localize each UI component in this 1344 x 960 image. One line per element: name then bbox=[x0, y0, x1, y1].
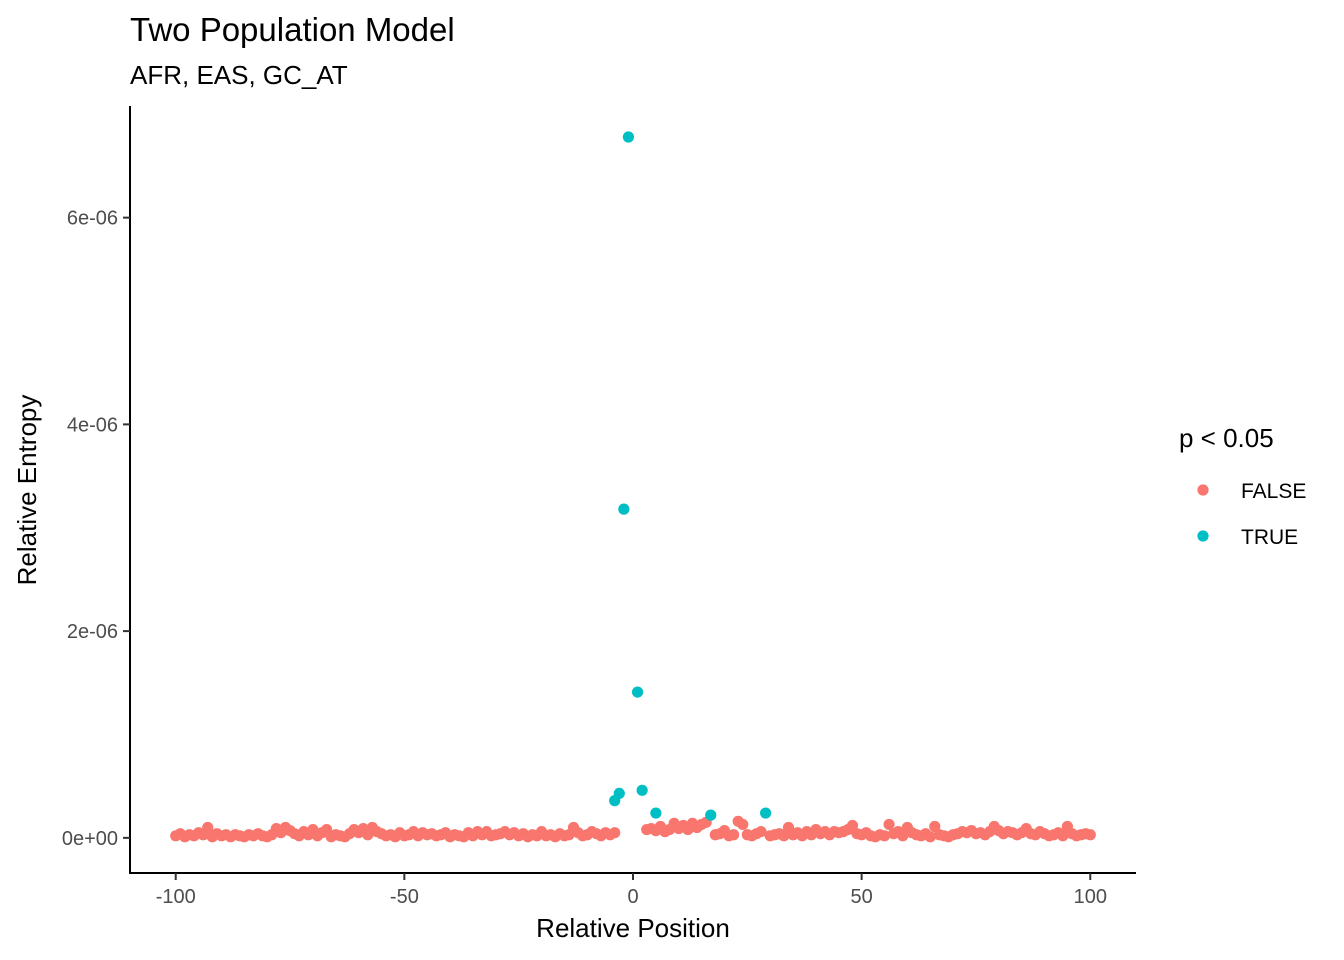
data-point-false-121 bbox=[755, 826, 767, 838]
data-point-true-3 bbox=[636, 784, 648, 796]
legend-title: p < 0.05 bbox=[1179, 423, 1274, 453]
legend: p < 0.05 FALSE TRUE bbox=[1179, 423, 1306, 549]
legend-key-true bbox=[1197, 530, 1209, 542]
data-point-false-158 bbox=[929, 820, 941, 833]
data-point-false-96 bbox=[609, 827, 621, 839]
x-tick-label: -100 bbox=[156, 886, 196, 908]
x-tick-label: 0 bbox=[627, 886, 638, 908]
y-tick-label: 0e+00 bbox=[62, 828, 118, 850]
y-axis-ticks: 0e+00 2e-06 4e-06 6e-06 bbox=[62, 208, 130, 850]
x-tick-label: -50 bbox=[390, 886, 419, 908]
legend-label-true: TRUE bbox=[1241, 526, 1298, 549]
y-tick-label: 4e-06 bbox=[67, 414, 118, 436]
y-tick-label: 2e-06 bbox=[67, 621, 118, 643]
y-tick-label: 6e-06 bbox=[67, 208, 118, 230]
x-tick-label: 50 bbox=[851, 886, 873, 908]
data-point-false-115 bbox=[728, 829, 740, 841]
legend-entries: FALSE TRUE bbox=[1197, 480, 1306, 549]
data-point-true-6 bbox=[650, 807, 662, 819]
chart-title: Two Population Model bbox=[130, 11, 455, 48]
x-tick-label: 100 bbox=[1074, 886, 1107, 908]
data-point-false-117 bbox=[737, 818, 749, 831]
data-point-false-151 bbox=[897, 830, 909, 842]
x-axis-ticks: -100 -50 0 50 100 bbox=[156, 873, 1107, 908]
data-point-true-7 bbox=[705, 809, 717, 821]
data-point-false-140 bbox=[846, 819, 859, 832]
data-point-true-1 bbox=[618, 503, 630, 515]
data-point-false-7 bbox=[202, 821, 214, 834]
chart-subtitle: AFR, EAS, GC_AT bbox=[130, 60, 348, 90]
data-point-false-125 bbox=[778, 830, 790, 842]
data-point-false-157 bbox=[924, 831, 936, 843]
data-point-false-186 bbox=[1057, 830, 1069, 842]
data-point-false-147 bbox=[878, 830, 891, 842]
data-point-true-5 bbox=[609, 795, 621, 807]
data-point-true-0 bbox=[622, 131, 635, 143]
points-layer bbox=[170, 131, 1096, 843]
data-point-false-148 bbox=[883, 818, 895, 831]
data-point-true-8 bbox=[760, 807, 772, 819]
data-point-true-2 bbox=[631, 686, 644, 698]
data-point-false-192 bbox=[1084, 829, 1096, 841]
x-axis-title: Relative Position bbox=[536, 913, 730, 943]
y-axis-title: Relative Entropy bbox=[12, 395, 42, 586]
legend-key-false bbox=[1197, 484, 1209, 496]
legend-label-false: FALSE bbox=[1241, 480, 1306, 503]
